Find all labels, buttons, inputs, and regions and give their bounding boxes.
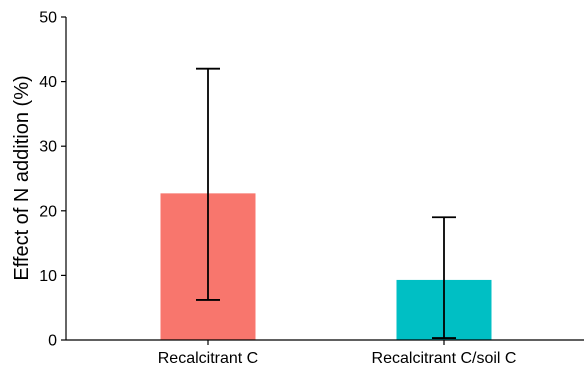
y-tick-label: 20: [39, 203, 57, 220]
y-tick-label: 40: [39, 74, 57, 91]
y-tick-label: 30: [39, 139, 57, 156]
error-bar: [196, 67, 220, 301]
bars-group: [160, 193, 492, 340]
y-tick-label: 50: [39, 10, 57, 27]
y-tick-label: 10: [39, 268, 57, 285]
y-axis-title: Effect of N addition (%): [11, 75, 33, 280]
x-category-labels: Recalcitrant C Recalcitrant C/soil C: [158, 340, 517, 365]
x-category-label: Recalcitrant C/soil C: [372, 350, 517, 365]
error-bars-group: [196, 67, 456, 339]
x-category-label: Recalcitrant C: [158, 350, 258, 365]
y-tick-label: 0: [48, 333, 57, 350]
error-bar: [432, 216, 456, 339]
y-ticks-group: 0 10 20 30 40 50: [39, 10, 66, 350]
